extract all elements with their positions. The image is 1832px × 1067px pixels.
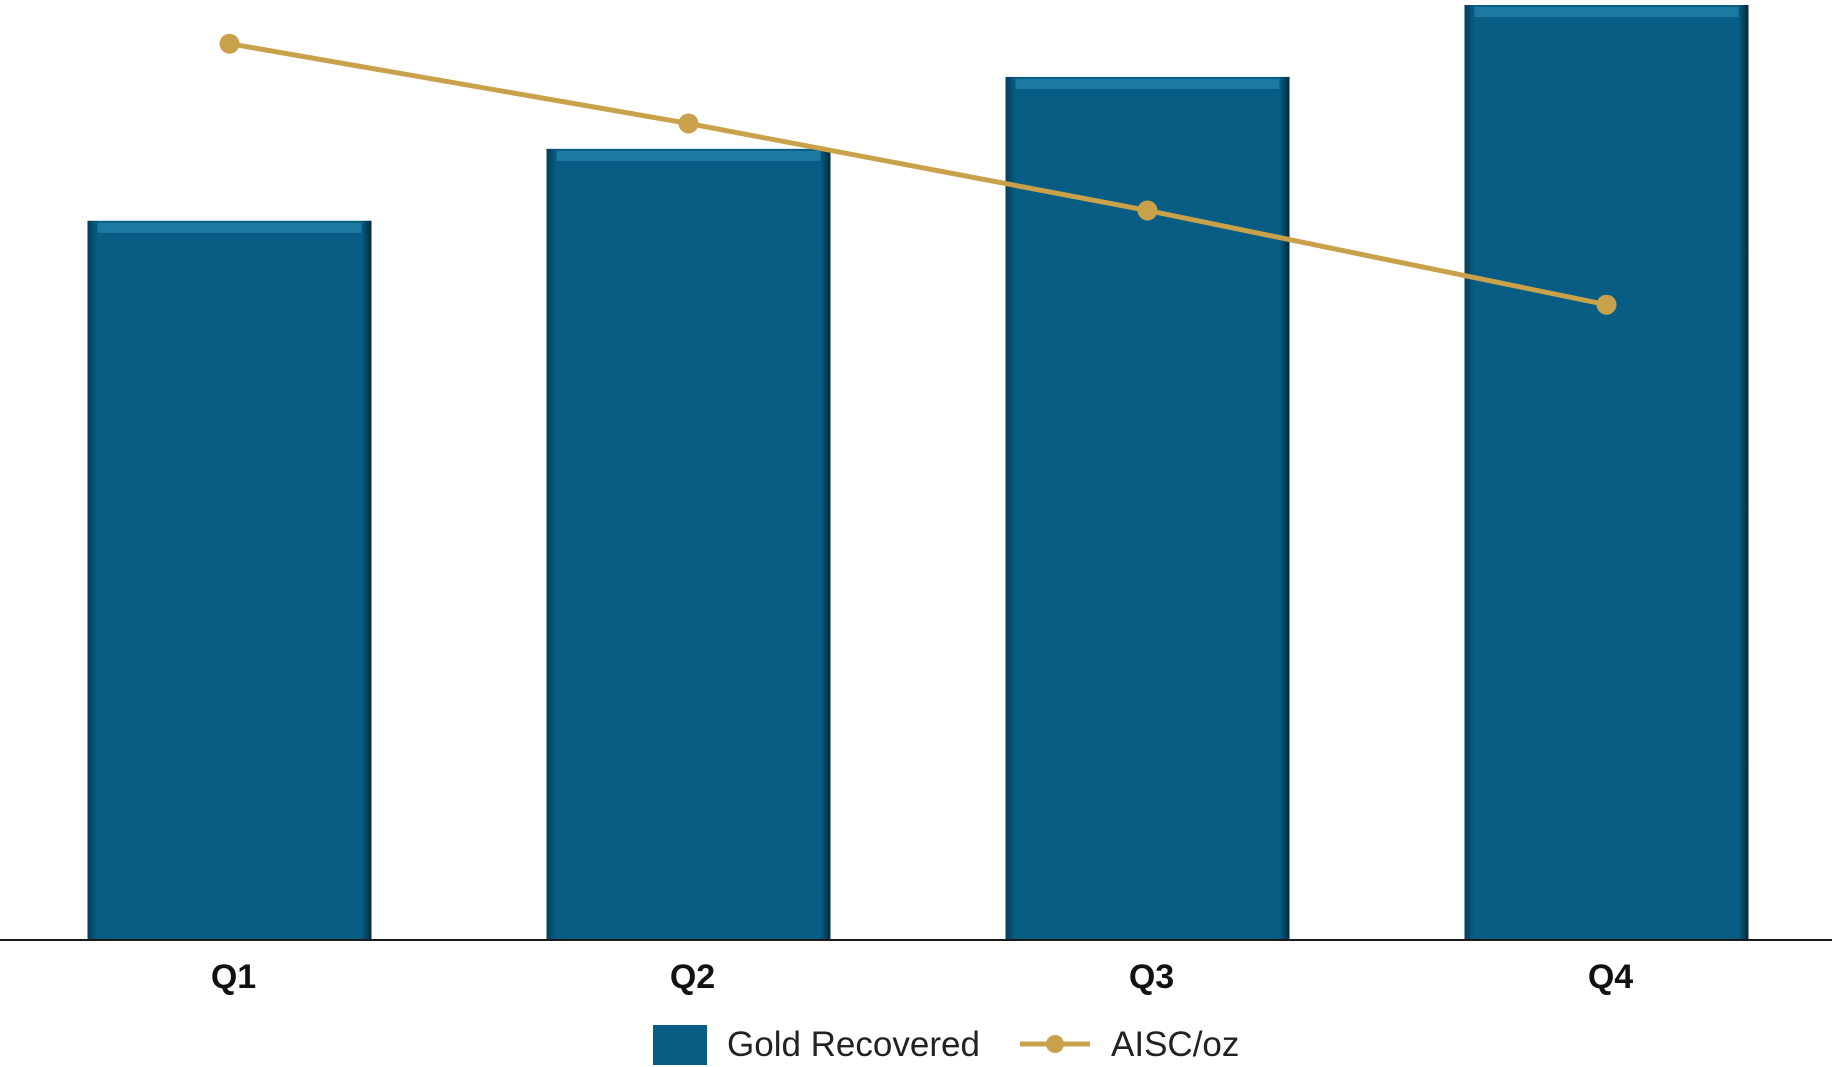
aisc-point-q2	[678, 113, 699, 134]
aisc-line	[229, 41, 1608, 308]
bars-layer	[87, 5, 1749, 940]
bar-q4	[1464, 5, 1749, 940]
aisc-point-q3	[1137, 200, 1158, 221]
legend-item-gold-recovered: Gold Recovered	[653, 1025, 980, 1065]
legend-swatch-bar	[653, 1025, 707, 1065]
x-tick-q4: Q4	[1588, 958, 1633, 996]
legend-item-aisc: AISC/oz	[1020, 1025, 1239, 1064]
x-tick-q1: Q1	[211, 958, 256, 996]
x-tick-q3: Q3	[1129, 958, 1174, 996]
line-layer	[219, 33, 1617, 315]
aisc-point-q1	[219, 33, 240, 54]
legend-label-gold-recovered: Gold Recovered	[727, 1025, 980, 1064]
bar-q2	[546, 148, 831, 940]
legend: Gold Recovered AISC/oz	[653, 1025, 1239, 1065]
bar-q1	[87, 220, 372, 940]
aisc-point-q4	[1596, 294, 1617, 315]
x-tick-labels: Q1 Q2 Q3 Q4	[211, 958, 1633, 996]
x-tick-q2: Q2	[670, 958, 715, 996]
bar-q3	[1005, 76, 1290, 940]
legend-label-aisc: AISC/oz	[1111, 1025, 1239, 1064]
legend-swatch-marker	[1046, 1035, 1064, 1053]
